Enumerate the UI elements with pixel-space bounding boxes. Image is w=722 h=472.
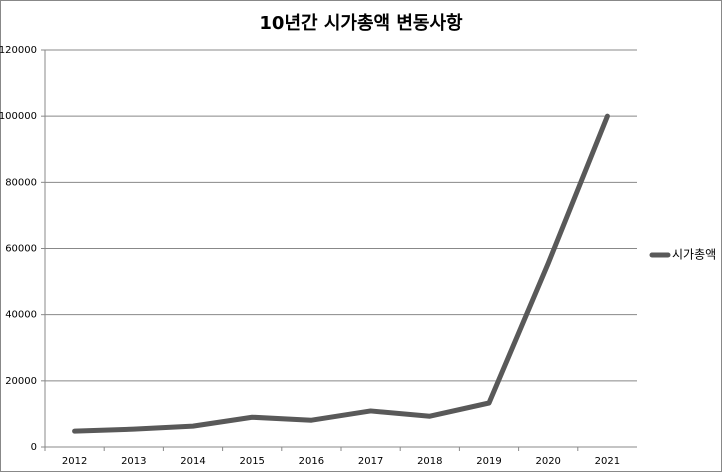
y-tick-label: 40000 [5,310,37,321]
x-tick-label: 2017 [358,456,383,467]
x-tick-label: 2021 [595,456,620,467]
x-tick-label: 2012 [62,456,87,467]
y-tick-label: 0 [31,442,37,453]
y-tick-label: 100000 [0,111,37,122]
chart-title: 10년간 시가총액 변동사항 [259,13,463,34]
x-tick-label: 2014 [180,456,205,467]
x-tick-label: 2016 [299,456,324,467]
y-tick-label: 120000 [0,45,37,56]
series-line [72,113,610,434]
x-tick-label: 2018 [417,456,442,467]
y-tick-label: 80000 [5,177,37,188]
x-tick-label: 2020 [535,456,560,467]
y-tick-label: 60000 [5,244,37,255]
x-tick-label: 2013 [121,456,146,467]
x-tick-label: 2015 [239,456,264,467]
x-tick-label: 2019 [476,456,501,467]
legend-label: 시가총액 [672,248,716,262]
y-tick-label: 20000 [5,376,37,387]
